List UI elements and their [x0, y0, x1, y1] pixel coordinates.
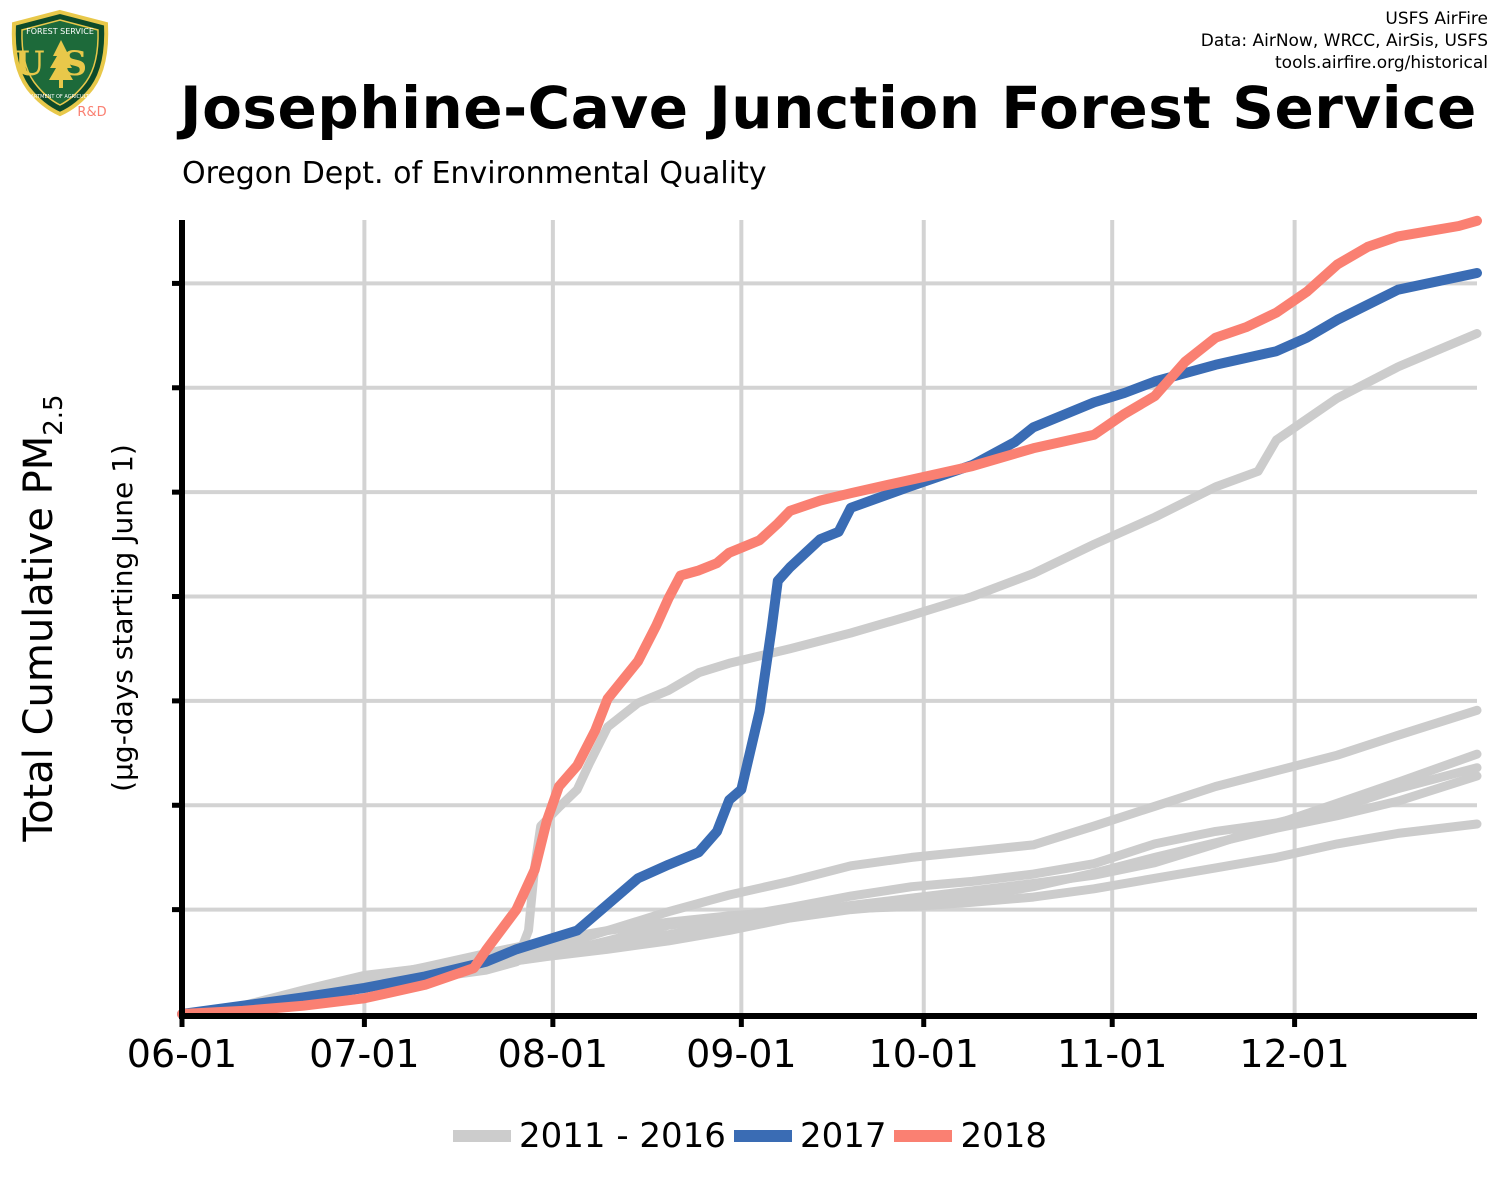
- y-axis-label: Total Cumulative PM2.5: [16, 394, 69, 842]
- x-tick-label: 06-01: [127, 1032, 237, 1076]
- legend-item-historical: 2011 - 2016: [452, 1116, 726, 1156]
- series-lines: [177, 215, 1482, 1019]
- usfs-shield-icon: FOREST SERVICE US DEPARTMENT OF AGRICULT…: [11, 9, 109, 120]
- legend-item-2017: 2017: [733, 1116, 887, 1156]
- x-tick-label: 08-01: [498, 1032, 608, 1076]
- credit-line: Data: AirNow, WRCC, AirSis, USFS: [1200, 31, 1488, 51]
- line-2018: [177, 215, 1482, 1019]
- horizontal-gridlines: [184, 281, 1477, 912]
- vertical-gridlines: [362, 220, 1297, 1016]
- logo-bottom-text: DEPARTMENT OF AGRICULTURE: [21, 94, 99, 100]
- legend-label: 2017: [799, 1116, 887, 1156]
- y-axis-sublabel: (µg-days starting June 1): [106, 444, 139, 792]
- axis-ticks: [172, 280, 1298, 1027]
- logo-top-text: FOREST SERVICE: [26, 27, 94, 36]
- legend: 2011 - 2016 2017 2018: [0, 1112, 1500, 1160]
- x-tick-labels: 06-01 07-01 08-01 09-01 10-01 11-01 12-01: [127, 1032, 1350, 1076]
- credit-line: tools.airfire.org/historical: [1275, 53, 1488, 73]
- credit-line: USFS AirFire: [1385, 9, 1488, 29]
- line-historical: [177, 705, 1482, 1019]
- line-historical: [177, 329, 1482, 1019]
- x-tick-label: 09-01: [686, 1032, 796, 1076]
- chart-subtitle: Oregon Dept. of Environmental Quality: [182, 156, 767, 191]
- legend-item-2018: 2018: [894, 1116, 1047, 1156]
- y-axis-label-subscript: 2.5: [39, 394, 69, 435]
- x-tick-label: 12-01: [1239, 1032, 1349, 1076]
- legend-swatch-2018: [894, 1130, 953, 1142]
- x-tick-label: 07-01: [309, 1032, 419, 1076]
- legend-swatch-historical: [452, 1130, 511, 1142]
- chart-title: Josephine-Cave Junction Forest Service: [180, 74, 1477, 142]
- legend-label: 2018: [960, 1116, 1047, 1156]
- logo-rd-tag: R&D: [77, 105, 106, 120]
- pine-tree-icon: [49, 40, 73, 88]
- legend-swatch-2017: [733, 1130, 792, 1142]
- x-tick-label: 11-01: [1057, 1032, 1167, 1076]
- x-tick-label: 10-01: [869, 1032, 979, 1076]
- credits: USFS AirFire Data: AirNow, WRCC, AirSis,…: [1201, 8, 1488, 74]
- legend-label: 2011 - 2016: [518, 1116, 726, 1156]
